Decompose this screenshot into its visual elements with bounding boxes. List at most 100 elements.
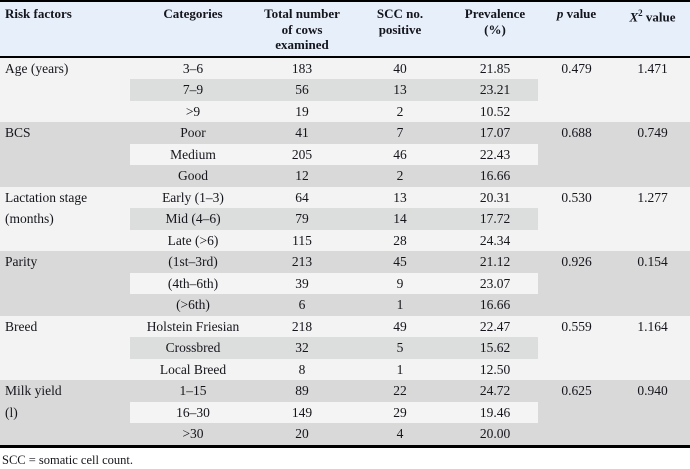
cell-x2-value xyxy=(615,143,690,165)
cell-total-examined: 205 xyxy=(256,143,348,165)
cell-category: Medium xyxy=(130,143,256,165)
column-header-total-examined: Total number of cows examined xyxy=(256,1,348,57)
table-row: Late (>6) 115 28 24.34 xyxy=(0,229,690,251)
cell-risk-factor xyxy=(0,358,130,380)
cell-scc-positive: 9 xyxy=(348,272,452,294)
column-header-x2-value: X2 value xyxy=(615,1,690,57)
cell-x2-value xyxy=(615,165,690,187)
cell-prevalence: 22.43 xyxy=(452,143,538,165)
cell-p-value: 0.688 xyxy=(538,122,615,144)
cell-x2-value: 0.940 xyxy=(615,380,690,402)
cell-total-examined: 56 xyxy=(256,79,348,101)
cell-risk-factor xyxy=(0,423,130,446)
cell-prevalence: 23.21 xyxy=(452,79,538,101)
cell-p-value xyxy=(538,229,615,251)
column-header-categories: Categories xyxy=(130,1,256,57)
table-row: (l) 16–30 149 29 19.46 xyxy=(0,401,690,423)
cell-category: >9 xyxy=(130,100,256,122)
cell-p-value xyxy=(538,401,615,423)
cell-risk-factor xyxy=(0,294,130,316)
table-row: Medium 205 46 22.43 xyxy=(0,143,690,165)
cell-category: 16–30 xyxy=(130,401,256,423)
cell-total-examined: 183 xyxy=(256,56,348,79)
cell-risk-factor: (months) xyxy=(0,208,130,230)
cell-risk-factor xyxy=(0,79,130,101)
table-row: 7–9 56 13 23.21 xyxy=(0,79,690,101)
cell-prevalence: 24.72 xyxy=(452,380,538,402)
section-parity: Parity (1st–3rd) 213 45 21.12 0.926 0.15… xyxy=(0,251,690,316)
cell-prevalence: 22.47 xyxy=(452,315,538,337)
section-age: Age (years) 3–6 183 40 21.85 0.479 1.471… xyxy=(0,56,690,122)
cell-prevalence: 15.62 xyxy=(452,337,538,359)
cell-x2-value: 1.471 xyxy=(615,56,690,79)
cell-total-examined: 12 xyxy=(256,165,348,187)
cell-total-examined: 115 xyxy=(256,229,348,251)
cell-x2-value xyxy=(615,272,690,294)
cell-p-value xyxy=(538,79,615,101)
cell-p-value: 0.479 xyxy=(538,56,615,79)
cell-scc-positive: 4 xyxy=(348,423,452,446)
cell-total-examined: 6 xyxy=(256,294,348,316)
cell-scc-positive: 22 xyxy=(348,380,452,402)
table-row: Good 12 2 16.66 xyxy=(0,165,690,187)
column-header-risk-factors: Risk factors xyxy=(0,1,130,57)
column-header-p-value: p value xyxy=(538,1,615,57)
cell-p-value xyxy=(538,358,615,380)
cell-scc-positive: 2 xyxy=(348,100,452,122)
cell-x2-value xyxy=(615,401,690,423)
cell-scc-positive: 45 xyxy=(348,251,452,273)
cell-category: 3–6 xyxy=(130,56,256,79)
cell-scc-positive: 1 xyxy=(348,294,452,316)
cell-scc-positive: 5 xyxy=(348,337,452,359)
cell-prevalence: 17.72 xyxy=(452,208,538,230)
cell-scc-positive: 14 xyxy=(348,208,452,230)
cell-p-value: 0.530 xyxy=(538,186,615,208)
cell-p-value xyxy=(538,423,615,446)
column-header-scc-positive: SCC no. positive xyxy=(348,1,452,57)
cell-x2-value xyxy=(615,100,690,122)
cell-category: >30 xyxy=(130,423,256,446)
table-row: Parity (1st–3rd) 213 45 21.12 0.926 0.15… xyxy=(0,251,690,273)
cell-x2-value xyxy=(615,79,690,101)
cell-x2-value: 1.164 xyxy=(615,315,690,337)
x-italic: X xyxy=(629,9,639,25)
cell-risk-factor xyxy=(0,165,130,187)
table-header: Risk factors Categories Total number of … xyxy=(0,1,690,57)
cell-total-examined: 213 xyxy=(256,251,348,273)
cell-x2-value xyxy=(615,337,690,359)
table-row: Age (years) 3–6 183 40 21.85 0.479 1.471 xyxy=(0,56,690,79)
cell-total-examined: 79 xyxy=(256,208,348,230)
cell-prevalence: 21.12 xyxy=(452,251,538,273)
cell-scc-positive: 49 xyxy=(348,315,452,337)
cell-x2-value: 0.749 xyxy=(615,122,690,144)
cell-category: Crossbred xyxy=(130,337,256,359)
cell-risk-factor: BCS xyxy=(0,122,130,144)
p-italic: p xyxy=(556,6,564,21)
table-row: Milk yield 1–15 89 22 24.72 0.625 0.940 xyxy=(0,380,690,402)
cell-total-examined: 89 xyxy=(256,380,348,402)
cell-category: (1st–3rd) xyxy=(130,251,256,273)
cell-category: Late (>6) xyxy=(130,229,256,251)
table-row: >9 19 2 10.52 xyxy=(0,100,690,122)
column-header-prevalence: Prevalence (%) xyxy=(452,1,538,57)
cell-x2-value xyxy=(615,423,690,446)
cell-category: 1–15 xyxy=(130,380,256,402)
table-row: Breed Holstein Friesian 218 49 22.47 0.5… xyxy=(0,315,690,337)
cell-total-examined: 19 xyxy=(256,100,348,122)
cell-prevalence: 16.66 xyxy=(452,165,538,187)
cell-risk-factor xyxy=(0,272,130,294)
cell-p-value xyxy=(538,337,615,359)
table-row: BCS Poor 41 7 17.07 0.688 0.749 xyxy=(0,122,690,144)
cell-scc-positive: 28 xyxy=(348,229,452,251)
cell-p-value: 0.625 xyxy=(538,380,615,402)
cell-category: Poor xyxy=(130,122,256,144)
cell-total-examined: 20 xyxy=(256,423,348,446)
cell-scc-positive: 7 xyxy=(348,122,452,144)
cell-prevalence: 12.50 xyxy=(452,358,538,380)
table-footnote: SCC = somatic cell count. xyxy=(0,447,690,468)
cell-total-examined: 64 xyxy=(256,186,348,208)
cell-p-value xyxy=(538,272,615,294)
cell-total-examined: 39 xyxy=(256,272,348,294)
cell-category: Good xyxy=(130,165,256,187)
